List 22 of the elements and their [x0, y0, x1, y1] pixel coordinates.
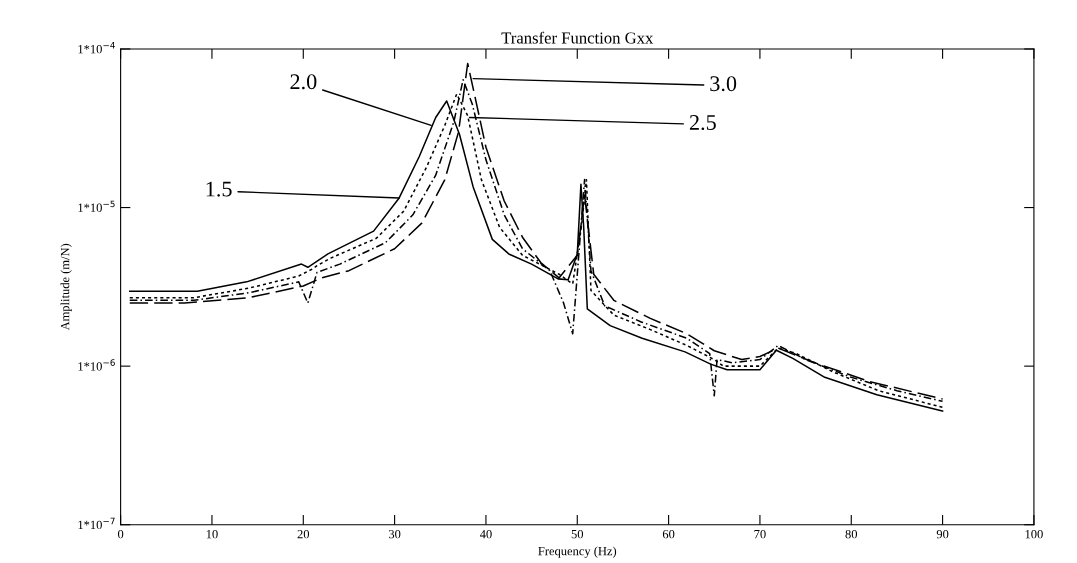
x-tick-label: 100: [1025, 529, 1043, 539]
chart-title: Transfer Function Gxx: [501, 31, 654, 44]
x-axis-title: Frequency (Hz): [538, 546, 617, 558]
x-tick-label: 50: [571, 529, 584, 539]
y-axis-title: Amplitude (m/N): [60, 243, 72, 331]
x-tick-label: 30: [388, 529, 401, 539]
y-tick-label: 1*10$^{−4}$: [78, 42, 115, 54]
y-tick-label: 1*10$^{−6}$: [78, 359, 115, 371]
x-tick-label: 0: [117, 529, 124, 539]
x-tick-label: 70: [754, 529, 766, 539]
x-tick-label: 10: [206, 529, 218, 539]
x-tick-label: 40: [479, 529, 492, 539]
annotation: 2.5: [689, 115, 716, 131]
x-tick-label: 60: [662, 529, 675, 539]
x-tick-label: 20: [297, 529, 310, 539]
y-tick-label: 1*10$^{−7}$: [78, 517, 115, 530]
annotation: 2.0: [290, 74, 317, 90]
x-tick-label: 90: [936, 529, 949, 539]
y-tick-label: 1*10$^{−5}$: [78, 200, 115, 212]
annotation: 3.0: [710, 76, 737, 92]
x-tick-label: 80: [845, 529, 858, 539]
annotation: 1.5: [206, 181, 232, 197]
